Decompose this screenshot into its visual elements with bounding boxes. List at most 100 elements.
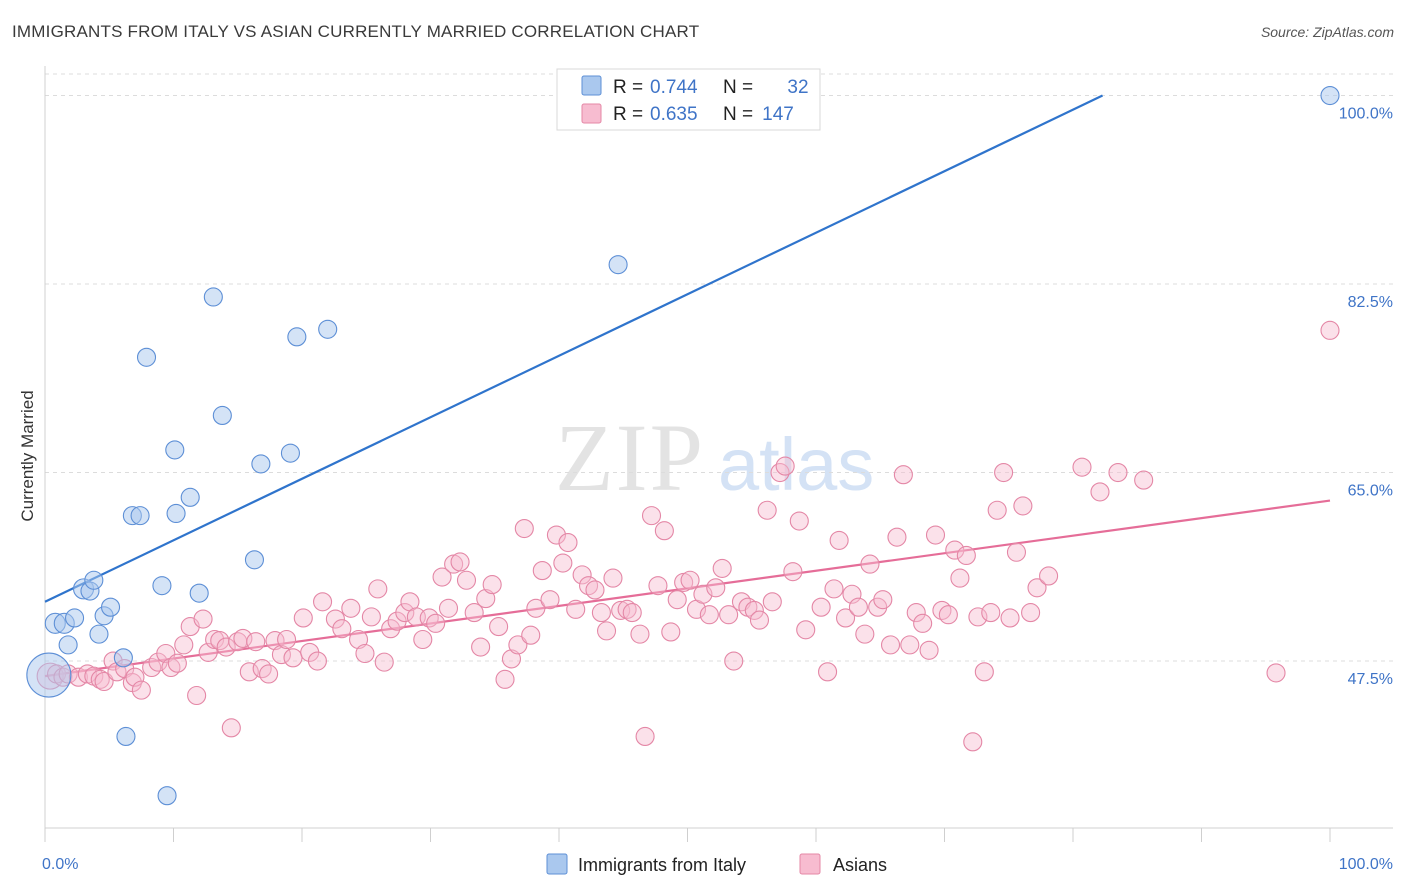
asian-point (221, 718, 241, 738)
asian-point (603, 568, 623, 588)
italy-point (84, 570, 104, 590)
italy-point (203, 287, 223, 307)
asian-point (293, 608, 313, 628)
asian-point (187, 685, 207, 706)
asian-point (945, 540, 965, 560)
asian-point (546, 525, 566, 545)
asian-point (667, 590, 687, 610)
asian-point (252, 659, 272, 679)
asian-point (762, 592, 782, 612)
asian-point (325, 609, 345, 629)
asian-point (654, 521, 674, 541)
italy-point (212, 405, 232, 426)
asian-point (572, 565, 592, 585)
asian-point (749, 610, 770, 630)
asian-point (893, 465, 913, 485)
italy-point (165, 440, 185, 460)
asian-point (239, 662, 259, 682)
italy-point (287, 327, 307, 347)
asian-point (887, 527, 907, 547)
asian-point (233, 628, 253, 648)
asian-point (1108, 462, 1128, 483)
asian-point (855, 624, 875, 644)
asian-point (313, 592, 333, 612)
asian-point (1320, 320, 1340, 340)
asian-point (987, 500, 1007, 520)
source-label: Source: ZipAtlas.com (1260, 24, 1394, 40)
asian-point (540, 590, 560, 610)
asian-point (1021, 603, 1041, 623)
italy-point (58, 635, 78, 655)
legend-asian-n-value: 147 (762, 104, 794, 125)
asian-point (526, 598, 546, 618)
asian-point (508, 635, 528, 655)
asian-point (355, 643, 375, 664)
italy-point (608, 255, 628, 275)
asian-point (1072, 457, 1092, 477)
italy-point (251, 454, 271, 474)
asian-point (956, 545, 976, 566)
bottom-legend-italy: Immigrants from Italy (578, 855, 746, 875)
asian-point (142, 657, 162, 678)
asian-point (744, 600, 764, 620)
asian-point (501, 649, 522, 669)
asian-point (860, 554, 880, 574)
italy-point (157, 786, 177, 806)
asian-point (925, 525, 946, 545)
asian-point (1134, 470, 1154, 490)
asian-point (361, 607, 381, 627)
legend-italy-n-label: N = (723, 77, 753, 98)
asian-point (829, 530, 849, 550)
asian-point (271, 645, 291, 665)
asian-point (246, 632, 266, 652)
italy-point (244, 550, 265, 570)
asian-point (617, 599, 637, 619)
asian-point (341, 598, 361, 618)
asian-point (131, 680, 151, 700)
chart-title: IMMIGRANTS FROM ITALY VS ASIAN CURRENTLY… (12, 22, 700, 41)
asian-point (591, 603, 611, 623)
legend-asian-n-label: N = (723, 104, 753, 125)
asian-point (307, 651, 327, 671)
asian-point (680, 570, 700, 590)
asian-point (789, 511, 809, 531)
asian-point (994, 462, 1014, 483)
asian-point (596, 621, 617, 641)
watermark-atlas: atlas (718, 423, 874, 506)
asian-point (277, 629, 297, 650)
asian-point (622, 603, 642, 623)
italy-point (166, 503, 186, 524)
legend-asian-r-value: 0.635 (650, 104, 698, 125)
legend-italy-n-value: 32 (787, 77, 808, 98)
asian-point (489, 617, 509, 637)
asian-point (374, 652, 394, 672)
asian-point (712, 558, 732, 578)
bottom-legend: Immigrants from Italy Asians (546, 853, 887, 875)
legend-italy-r-value: 0.744 (650, 77, 698, 98)
asian-point (532, 561, 552, 581)
legend-asian-r-label: R = (613, 104, 643, 125)
italy-point (100, 597, 121, 617)
asian-point (432, 567, 452, 587)
asian-point (706, 578, 726, 598)
asian-point (1039, 566, 1059, 586)
asian-point (661, 622, 681, 642)
asian-point (521, 625, 541, 645)
asian-point (648, 576, 668, 596)
asian-point (450, 552, 470, 572)
italy-point (189, 583, 209, 603)
asian-point (514, 519, 534, 539)
top-legend: R = 0.744 N = 32 R = 0.635 N = 147 (556, 68, 821, 131)
asian-point (906, 603, 926, 623)
asian-point (495, 669, 515, 689)
legend-italy-r-label: R = (613, 77, 643, 98)
asian-point (775, 456, 795, 476)
italy-point (136, 347, 157, 367)
asian-point (193, 609, 213, 629)
x-tick-label-max: 100.0% (1339, 856, 1393, 873)
italy-point (26, 652, 72, 698)
asian-point (836, 608, 856, 628)
asian-point (873, 590, 893, 610)
italy-point (318, 319, 338, 339)
asian-point (395, 603, 415, 623)
